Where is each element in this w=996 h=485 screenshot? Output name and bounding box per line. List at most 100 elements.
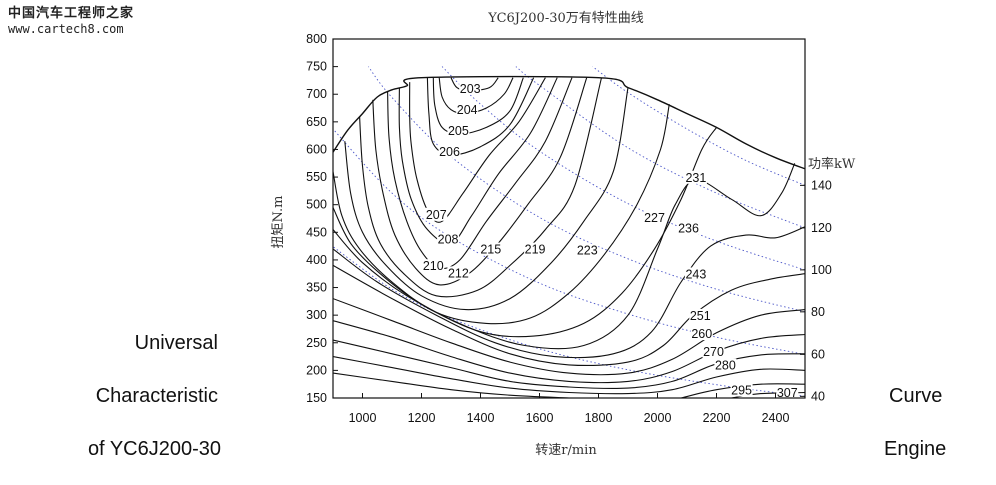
contour-label-bg-307 xyxy=(776,386,799,398)
contour-label-270: 270 xyxy=(703,345,724,359)
contour-label-203: 203 xyxy=(460,82,481,96)
bsfc-contour-251 xyxy=(333,298,805,376)
bsfc-contour-280 xyxy=(333,356,805,395)
bsfc-contour-207 xyxy=(409,77,546,223)
y-tick-label-600: 600 xyxy=(306,142,327,156)
contour-label-280: 280 xyxy=(715,359,736,373)
power-line-80kw xyxy=(368,66,805,313)
contour-label-bg-205 xyxy=(447,123,470,137)
x-axis-label: 转速r/min xyxy=(535,443,597,458)
y-tick-label-500: 500 xyxy=(306,198,327,212)
contour-label-bg-251 xyxy=(689,308,712,322)
power-line-140kw xyxy=(592,66,805,186)
contour-label-bg-295 xyxy=(730,383,753,397)
contour-label-204: 204 xyxy=(457,103,478,117)
bsfc-contour-223 xyxy=(333,104,670,325)
side-text-curve: Curve xyxy=(889,385,943,407)
y-axis-label: 扭矩N.m xyxy=(271,195,286,248)
power-tick-label-40: 40 xyxy=(811,389,825,403)
bsfc-contour-243 xyxy=(333,264,805,367)
bsfc-contour-236 xyxy=(333,226,805,359)
contour-label-227: 227 xyxy=(644,211,665,225)
bsfc-contour-219 xyxy=(344,87,629,311)
y-tick-label-650: 650 xyxy=(306,115,327,129)
bsfc-contour-270 xyxy=(333,339,805,390)
y-tick-label-450: 450 xyxy=(306,225,327,239)
y-tick-label-250: 250 xyxy=(306,336,327,350)
bsfc-contour-227 xyxy=(333,127,717,338)
power-line-100kw xyxy=(441,66,805,271)
side-text-universal: Universal xyxy=(134,332,218,354)
contour-label-236: 236 xyxy=(678,222,699,236)
contour-label-207: 207 xyxy=(426,208,447,222)
power-line-40kw xyxy=(333,246,805,397)
contour-label-205: 205 xyxy=(448,124,469,138)
bsfc-contour-260 xyxy=(333,320,805,384)
contour-label-212: 212 xyxy=(448,266,469,280)
y-tick-label-750: 750 xyxy=(306,60,327,74)
y-tick-label-700: 700 xyxy=(306,87,327,101)
contour-label-bg-203 xyxy=(459,81,482,95)
contour-label-bg-210 xyxy=(422,259,445,273)
contour-label-206: 206 xyxy=(439,145,460,159)
contour-label-bg-206 xyxy=(438,144,461,158)
bsfc-contour-215 xyxy=(359,77,603,298)
x-tick-label-1200: 1200 xyxy=(408,411,436,425)
contour-label-bg-231 xyxy=(684,170,707,184)
contour-label-bg-212 xyxy=(447,266,470,280)
x-tick-label-1800: 1800 xyxy=(585,411,613,425)
contour-label-bg-208 xyxy=(437,232,460,246)
full-load-curve xyxy=(333,75,805,170)
contour-label-307: 307 xyxy=(777,386,798,400)
contour-label-bg-243 xyxy=(684,267,707,281)
x-tick-label-1400: 1400 xyxy=(467,411,495,425)
contour-label-bg-204 xyxy=(456,102,479,116)
chart-title: YC6J200-30万有特性曲线 xyxy=(487,11,644,26)
contour-label-bg-207 xyxy=(425,207,448,221)
power-tick-label-100: 100 xyxy=(811,263,832,277)
contour-label-219: 219 xyxy=(525,243,546,257)
power-tick-label-120: 120 xyxy=(811,221,832,235)
x-tick-label-2000: 2000 xyxy=(644,411,672,425)
watermark: 中国汽车工程师之家 www.cartech8.com xyxy=(8,6,134,36)
y-tick-label-350: 350 xyxy=(306,281,327,295)
contour-label-208: 208 xyxy=(438,233,459,247)
contour-label-bg-236 xyxy=(677,221,700,235)
power-axis-label: 功率kW xyxy=(808,156,856,172)
bsfc-contour-295 xyxy=(333,372,570,398)
plot-frame xyxy=(332,38,806,399)
contour-label-295: 295 xyxy=(731,384,752,398)
contour-label-bg-215 xyxy=(479,242,502,256)
contour-label-bg-223 xyxy=(576,243,599,257)
x-tick-label-2400: 2400 xyxy=(762,411,790,425)
contour-label-223: 223 xyxy=(577,244,598,258)
power-tick-label-80: 80 xyxy=(811,305,825,319)
x-tick-label-1000: 1000 xyxy=(349,411,377,425)
contour-label-210: 210 xyxy=(423,259,444,273)
contour-label-bg-280 xyxy=(714,358,737,372)
power-line-60kw xyxy=(333,128,805,355)
contour-label-bg-227 xyxy=(643,211,666,225)
watermark-site-name: 中国汽车工程师之家 xyxy=(8,6,135,21)
side-text-engine: Engine xyxy=(884,438,947,460)
power-tick-label-60: 60 xyxy=(811,347,825,361)
y-tick-label-200: 200 xyxy=(306,363,327,377)
contour-label-215: 215 xyxy=(480,243,501,257)
watermark-url: www.cartech8.com xyxy=(8,21,124,36)
x-tick-label-1600: 1600 xyxy=(526,411,554,425)
y-tick-label-800: 800 xyxy=(306,32,327,46)
contour-label-260: 260 xyxy=(691,327,712,341)
power-tick-label-140: 140 xyxy=(811,178,832,192)
y-tick-label-300: 300 xyxy=(306,308,327,322)
y-tick-label-150: 150 xyxy=(306,391,327,405)
contour-label-bg-260 xyxy=(690,327,713,341)
contour-label-bg-270 xyxy=(702,344,725,358)
bsfc-contour-212 xyxy=(372,77,588,286)
contour-label-231: 231 xyxy=(685,171,706,185)
y-tick-label-400: 400 xyxy=(306,253,327,267)
y-tick-label-550: 550 xyxy=(306,170,327,184)
bsfc-contour-231 xyxy=(333,163,796,350)
contour-label-bg-219 xyxy=(524,242,547,256)
power-line-120kw xyxy=(515,66,805,229)
